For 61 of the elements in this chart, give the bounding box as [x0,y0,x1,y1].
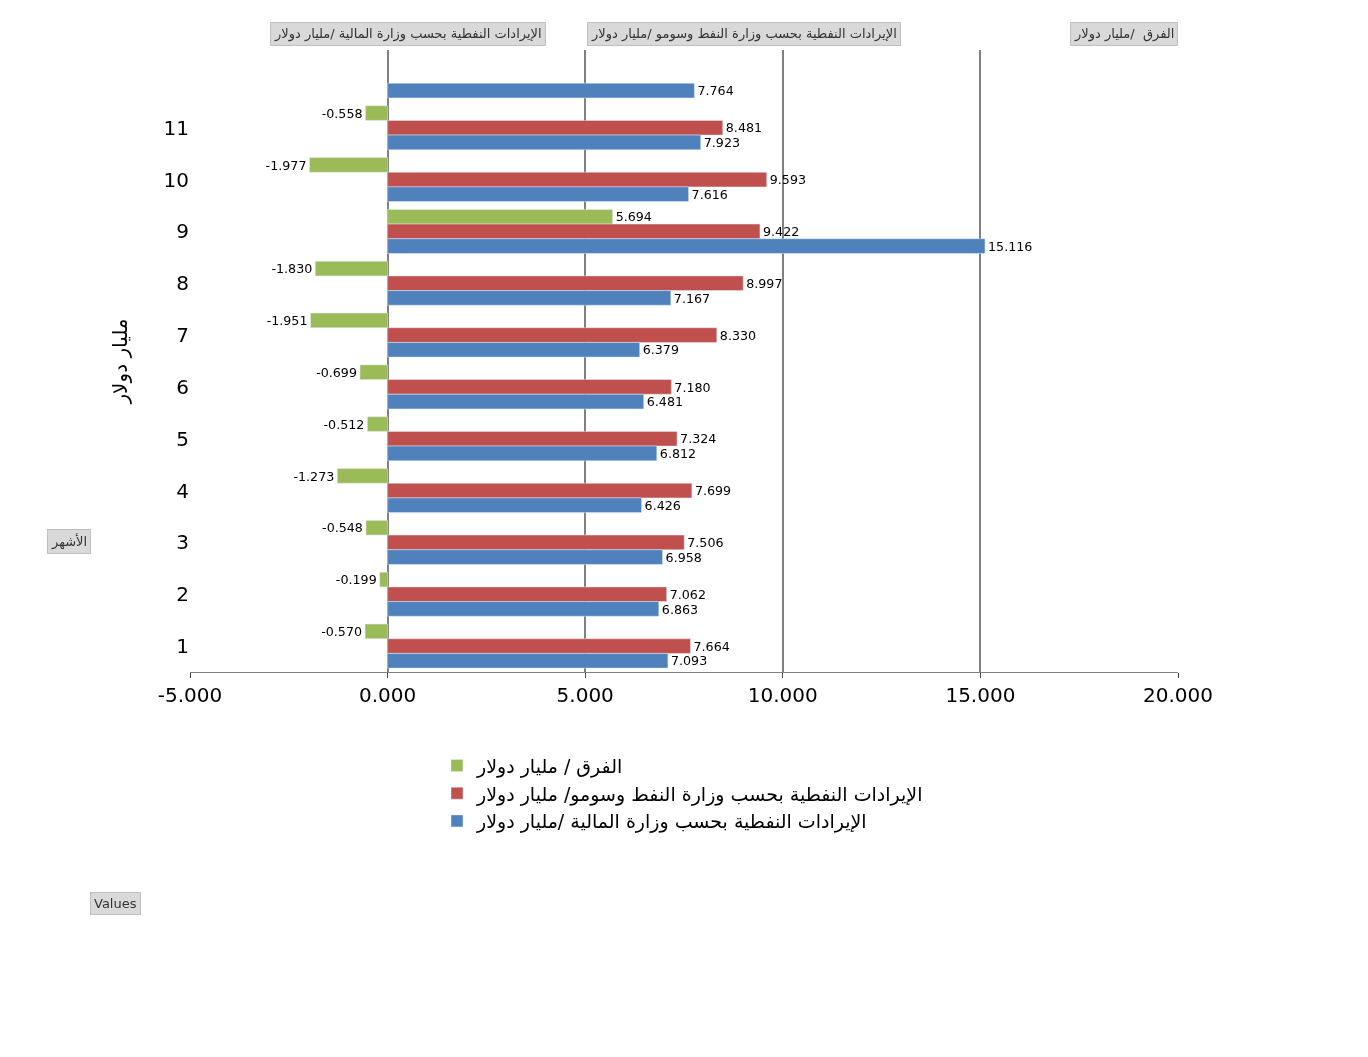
legend-label: الإيرادات النفطية بحسب وزارة النفط وسومو/ مليار دولار [476,782,923,806]
data-label: -1.951 [266,313,308,329]
data-label: -0.699 [316,364,357,380]
data-label: 9.593 [769,172,807,188]
x-tick-label: 5.000 [556,683,614,707]
y-tick-label: 1 [176,634,189,659]
x-tick-label: 20.000 [1143,683,1213,707]
text: الأشهر [51,533,88,550]
data-label: 15.116 [988,238,1033,254]
data-label: 6.481 [646,394,684,410]
data-label: -0.548 [322,520,363,536]
text: الفرق /مليار دولار [1074,26,1175,42]
data-label: 8.997 [746,275,783,291]
data-label: 6.958 [665,549,702,565]
data-label: 7.616 [691,186,728,202]
y-tick-label: 3 [176,530,189,555]
data-label: 7.093 [670,653,708,669]
data-label: 6.426 [644,497,681,513]
y-tick-label: 2 [176,582,189,607]
bar [387,83,695,99]
y-tick-label: 10 [163,167,189,192]
data-label: 5.694 [615,209,652,225]
y-tick-label: 9 [176,219,189,244]
data-label: 7.180 [674,379,711,395]
legend-label: الفرق / مليار دولار [476,754,623,778]
data-label: 6.379 [642,342,679,358]
y-tick-label: 7 [176,323,189,348]
data-label: 6.812 [659,446,697,462]
y-tick-label: 6 [176,374,189,399]
x-tick-label: 15.000 [945,683,1016,707]
y-tick-label: 8 [176,271,189,296]
text: الإيرادات النفطية بحسب وزارة المالية /مليار دولار [274,26,542,42]
y-axis-title: مليار دولار [108,318,133,405]
data-label: -0.512 [323,416,365,432]
data-label: -0.199 [335,572,377,588]
text: الإيرادات النفطية بحسب وزارة النفط وسومو /مليار دولار [591,26,897,42]
data-label: 7.506 [687,535,724,551]
x-tick-label: 10.000 [747,683,818,707]
data-label: -1.830 [271,261,313,277]
y-tick-label: 5 [176,426,189,451]
data-label: -0.558 [321,105,363,121]
y-tick-label: 4 [176,478,189,503]
data-label: -0.570 [321,624,363,640]
data-label: 7.699 [694,483,732,499]
data-label: 7.167 [673,290,711,306]
text: Values [94,896,137,911]
data-label: 7.923 [703,135,741,151]
x-tick-label: -5.000 [157,683,223,707]
y-tick-label: 11 [163,115,189,140]
data-label: 9.422 [762,224,800,240]
data-label: 8.481 [725,120,763,136]
data-label: -1.273 [293,468,335,484]
x-tick-label: 0.000 [358,683,417,707]
data-label: -1.977 [265,157,307,173]
data-label: 7.062 [669,586,706,602]
data-label: 6.863 [661,601,699,617]
data-label: 7.324 [680,431,717,447]
legend-label: الإيرادات النفطية بحسب وزارة المالية /مليار دولار [476,810,867,834]
data-label: 8.330 [719,327,757,343]
data-label: 7.664 [693,638,730,654]
data-label: 7.764 [697,83,734,99]
